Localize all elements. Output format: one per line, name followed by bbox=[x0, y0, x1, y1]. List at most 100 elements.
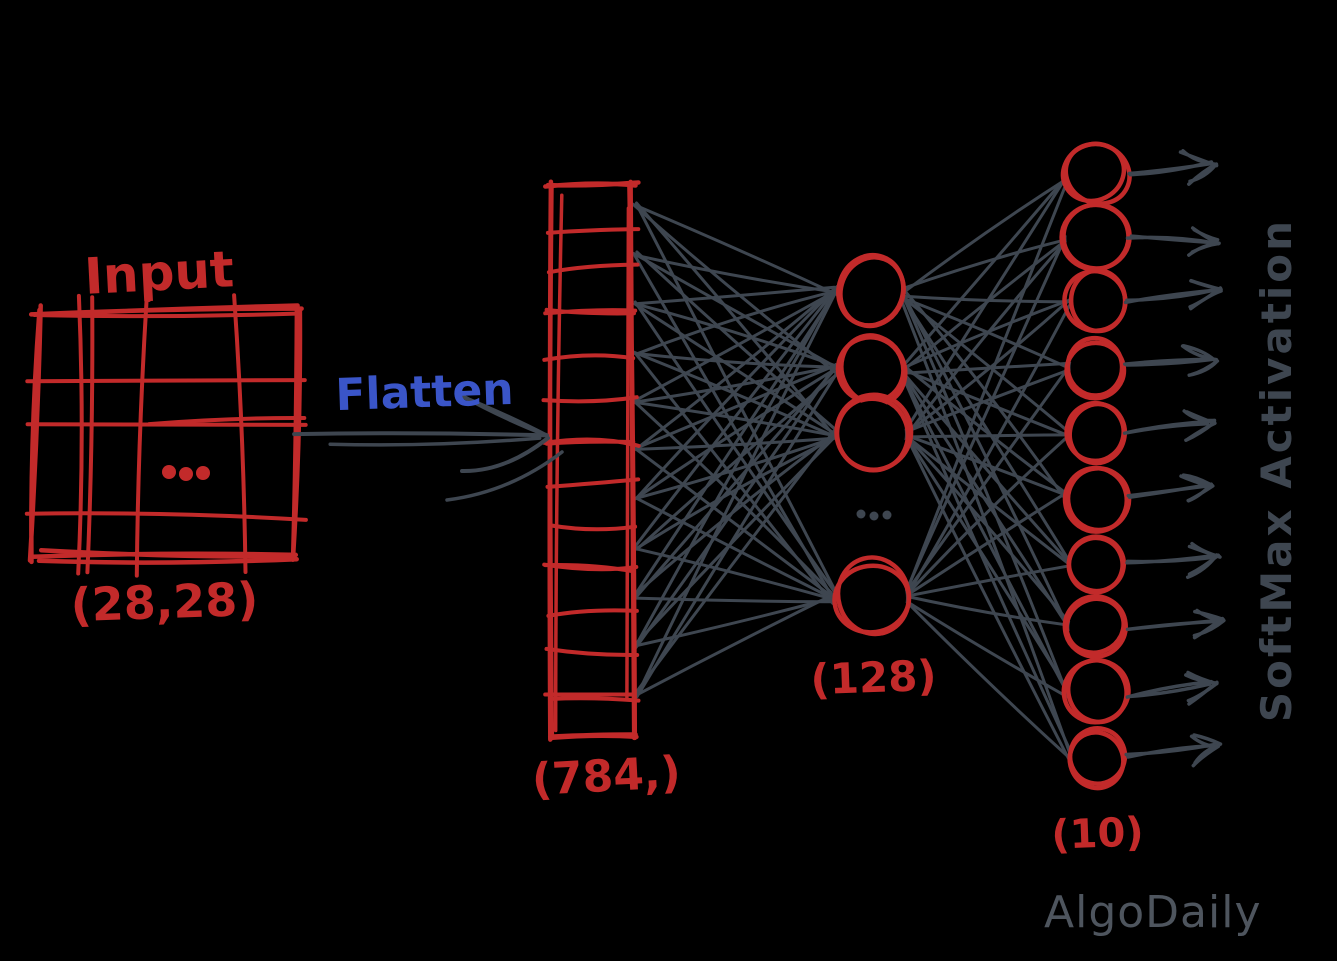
connection-line bbox=[901, 429, 1070, 693]
output-arrow-head bbox=[1184, 670, 1219, 686]
hidden-ellipsis-dot bbox=[869, 511, 879, 521]
connection-line bbox=[899, 293, 1071, 563]
connection-line bbox=[634, 435, 839, 500]
connection-line bbox=[632, 591, 838, 698]
flatten-shape-label: (784,) bbox=[531, 747, 682, 806]
output-arrow-shaft bbox=[1125, 679, 1213, 699]
connection-line bbox=[634, 363, 838, 450]
output-arrow-head bbox=[1189, 733, 1223, 749]
vector-cell-line bbox=[546, 608, 639, 618]
vector-cell-line bbox=[543, 692, 641, 703]
input-grid-sketch-stroke bbox=[36, 311, 298, 319]
vector-border bbox=[627, 179, 638, 741]
flatten-arrow-head bbox=[456, 391, 549, 438]
connection-line bbox=[634, 253, 840, 295]
sketch-layer bbox=[24, 179, 641, 742]
vector-cell-line bbox=[545, 227, 641, 235]
connection-line bbox=[904, 433, 1071, 597]
connection-line bbox=[900, 172, 1071, 370]
output-node-circle-fill bbox=[1070, 342, 1122, 394]
output-node-circle bbox=[1064, 340, 1127, 401]
connection-line bbox=[901, 596, 1070, 759]
vector-cell-line bbox=[545, 477, 641, 489]
hidden-node-circle-fill bbox=[839, 401, 905, 467]
output-arrow-head bbox=[1180, 344, 1219, 362]
connection-line bbox=[634, 447, 835, 599]
output-arrow-shaft bbox=[1126, 482, 1211, 500]
connection-line bbox=[632, 597, 833, 648]
connection-line bbox=[903, 598, 1071, 700]
output-arrow-head bbox=[1179, 473, 1212, 489]
output-arrow-head bbox=[1190, 226, 1221, 246]
output-node-circle bbox=[1064, 400, 1126, 464]
output-arrow-head bbox=[1189, 278, 1223, 292]
connection-line bbox=[633, 300, 838, 595]
connection-line bbox=[897, 298, 1072, 372]
input-grid-tick bbox=[144, 285, 151, 302]
output-shape-label: (10) bbox=[1051, 809, 1145, 858]
output-arrow-shaft bbox=[1125, 553, 1218, 565]
connections-layer bbox=[631, 171, 1075, 762]
output-node-circle bbox=[1066, 535, 1125, 595]
connection-line bbox=[634, 547, 834, 601]
vector-border-sketch bbox=[625, 206, 631, 701]
hidden-ellipsis-dot bbox=[856, 509, 866, 519]
nodes-layer bbox=[832, 141, 1132, 791]
connection-line bbox=[898, 175, 1072, 297]
output-arrow-shaft bbox=[1125, 234, 1218, 245]
vector-cell-line bbox=[548, 523, 638, 532]
connection-line bbox=[902, 432, 1070, 498]
output-arrow-head bbox=[1187, 359, 1220, 377]
flatten-arrow-shaft bbox=[328, 436, 542, 447]
output-arrow-shaft bbox=[1125, 618, 1222, 632]
connection-line bbox=[634, 363, 838, 650]
output-arrow-head bbox=[1182, 409, 1217, 426]
input-grid-sketch-stroke bbox=[38, 547, 296, 559]
output-node-circle bbox=[1061, 658, 1131, 725]
connection-line bbox=[899, 361, 1072, 375]
connection-line bbox=[902, 431, 1074, 628]
connection-line bbox=[903, 491, 1068, 599]
hidden-node-circle bbox=[834, 392, 914, 472]
connection-line bbox=[635, 302, 840, 369]
output-arrow-head bbox=[1193, 608, 1225, 623]
connection-line bbox=[635, 497, 834, 600]
connection-line bbox=[901, 291, 1071, 631]
connection-line bbox=[635, 202, 839, 597]
output-arrow-shaft bbox=[1127, 160, 1214, 177]
connection-line bbox=[633, 368, 836, 501]
input-grid-line-h bbox=[25, 378, 307, 384]
connection-line bbox=[635, 285, 839, 500]
connection-line bbox=[902, 563, 1074, 599]
connection-line bbox=[900, 362, 1069, 496]
connection-line bbox=[632, 203, 839, 297]
connection-line bbox=[901, 287, 1069, 503]
connection-line bbox=[631, 351, 836, 369]
hidden-node-circle bbox=[836, 253, 906, 328]
input-grid-sketch-stroke bbox=[147, 415, 307, 427]
vector-cell-line bbox=[542, 437, 641, 448]
connection-line bbox=[631, 286, 840, 600]
output-arrow-head bbox=[1178, 149, 1219, 168]
connection-line bbox=[633, 287, 837, 649]
connection-line bbox=[903, 367, 1072, 434]
input-grid-line-v bbox=[76, 293, 84, 576]
output-node-circle bbox=[1065, 466, 1132, 533]
input-grid-border bbox=[28, 303, 304, 318]
output-node-circle-fill bbox=[1069, 406, 1123, 460]
connection-line bbox=[902, 235, 1067, 598]
output-node-circle bbox=[1063, 141, 1132, 206]
connection-line bbox=[902, 433, 1075, 439]
vector-border bbox=[543, 180, 641, 189]
connection-line bbox=[635, 284, 840, 451]
connection-line bbox=[902, 432, 1074, 568]
connection-line bbox=[634, 428, 837, 695]
input-grid-line-v bbox=[134, 298, 149, 578]
connection-line bbox=[632, 350, 837, 438]
vector-cell-line bbox=[541, 395, 639, 404]
output-arrow-shaft bbox=[1123, 357, 1215, 367]
flatten-arrow-head bbox=[460, 436, 550, 474]
connection-line bbox=[635, 287, 840, 697]
